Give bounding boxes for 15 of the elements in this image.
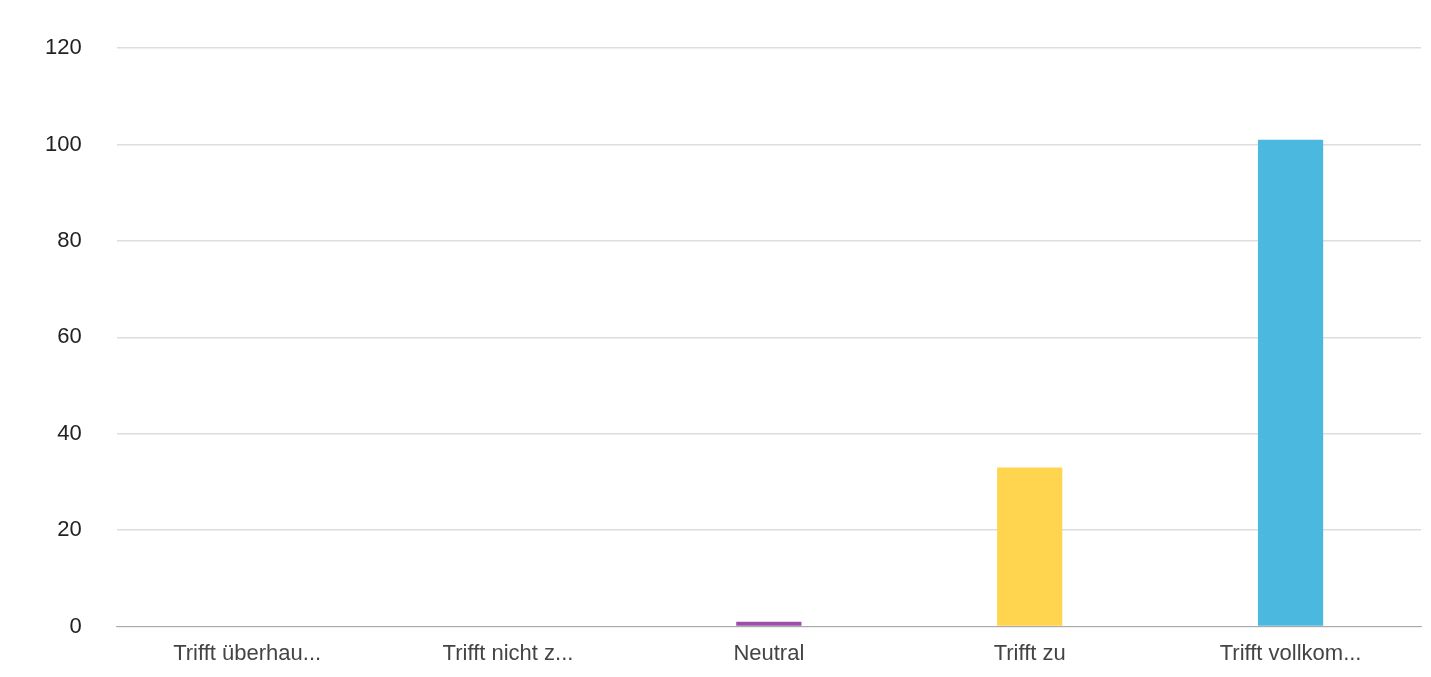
x-tick-label: Trifft nicht z... [442,639,574,665]
y-tick-label: 60 [57,323,82,349]
y-tick-label: 120 [44,34,82,60]
x-tick-label: Trifft zu [993,639,1066,665]
y-tick-label: 100 [44,130,82,156]
x-tick-label: Neutral [733,639,805,665]
x-tick-label: Trifft überhau... [173,639,322,665]
y-tick-label: 40 [57,419,82,445]
y-tick-label: 0 [69,612,82,638]
y-tick-label: 20 [57,516,82,542]
bar [736,621,802,626]
bar [997,467,1063,626]
x-tick-label: Trifft vollkom... [1219,639,1362,665]
bar [1257,139,1324,626]
y-tick-label: 80 [57,227,82,253]
